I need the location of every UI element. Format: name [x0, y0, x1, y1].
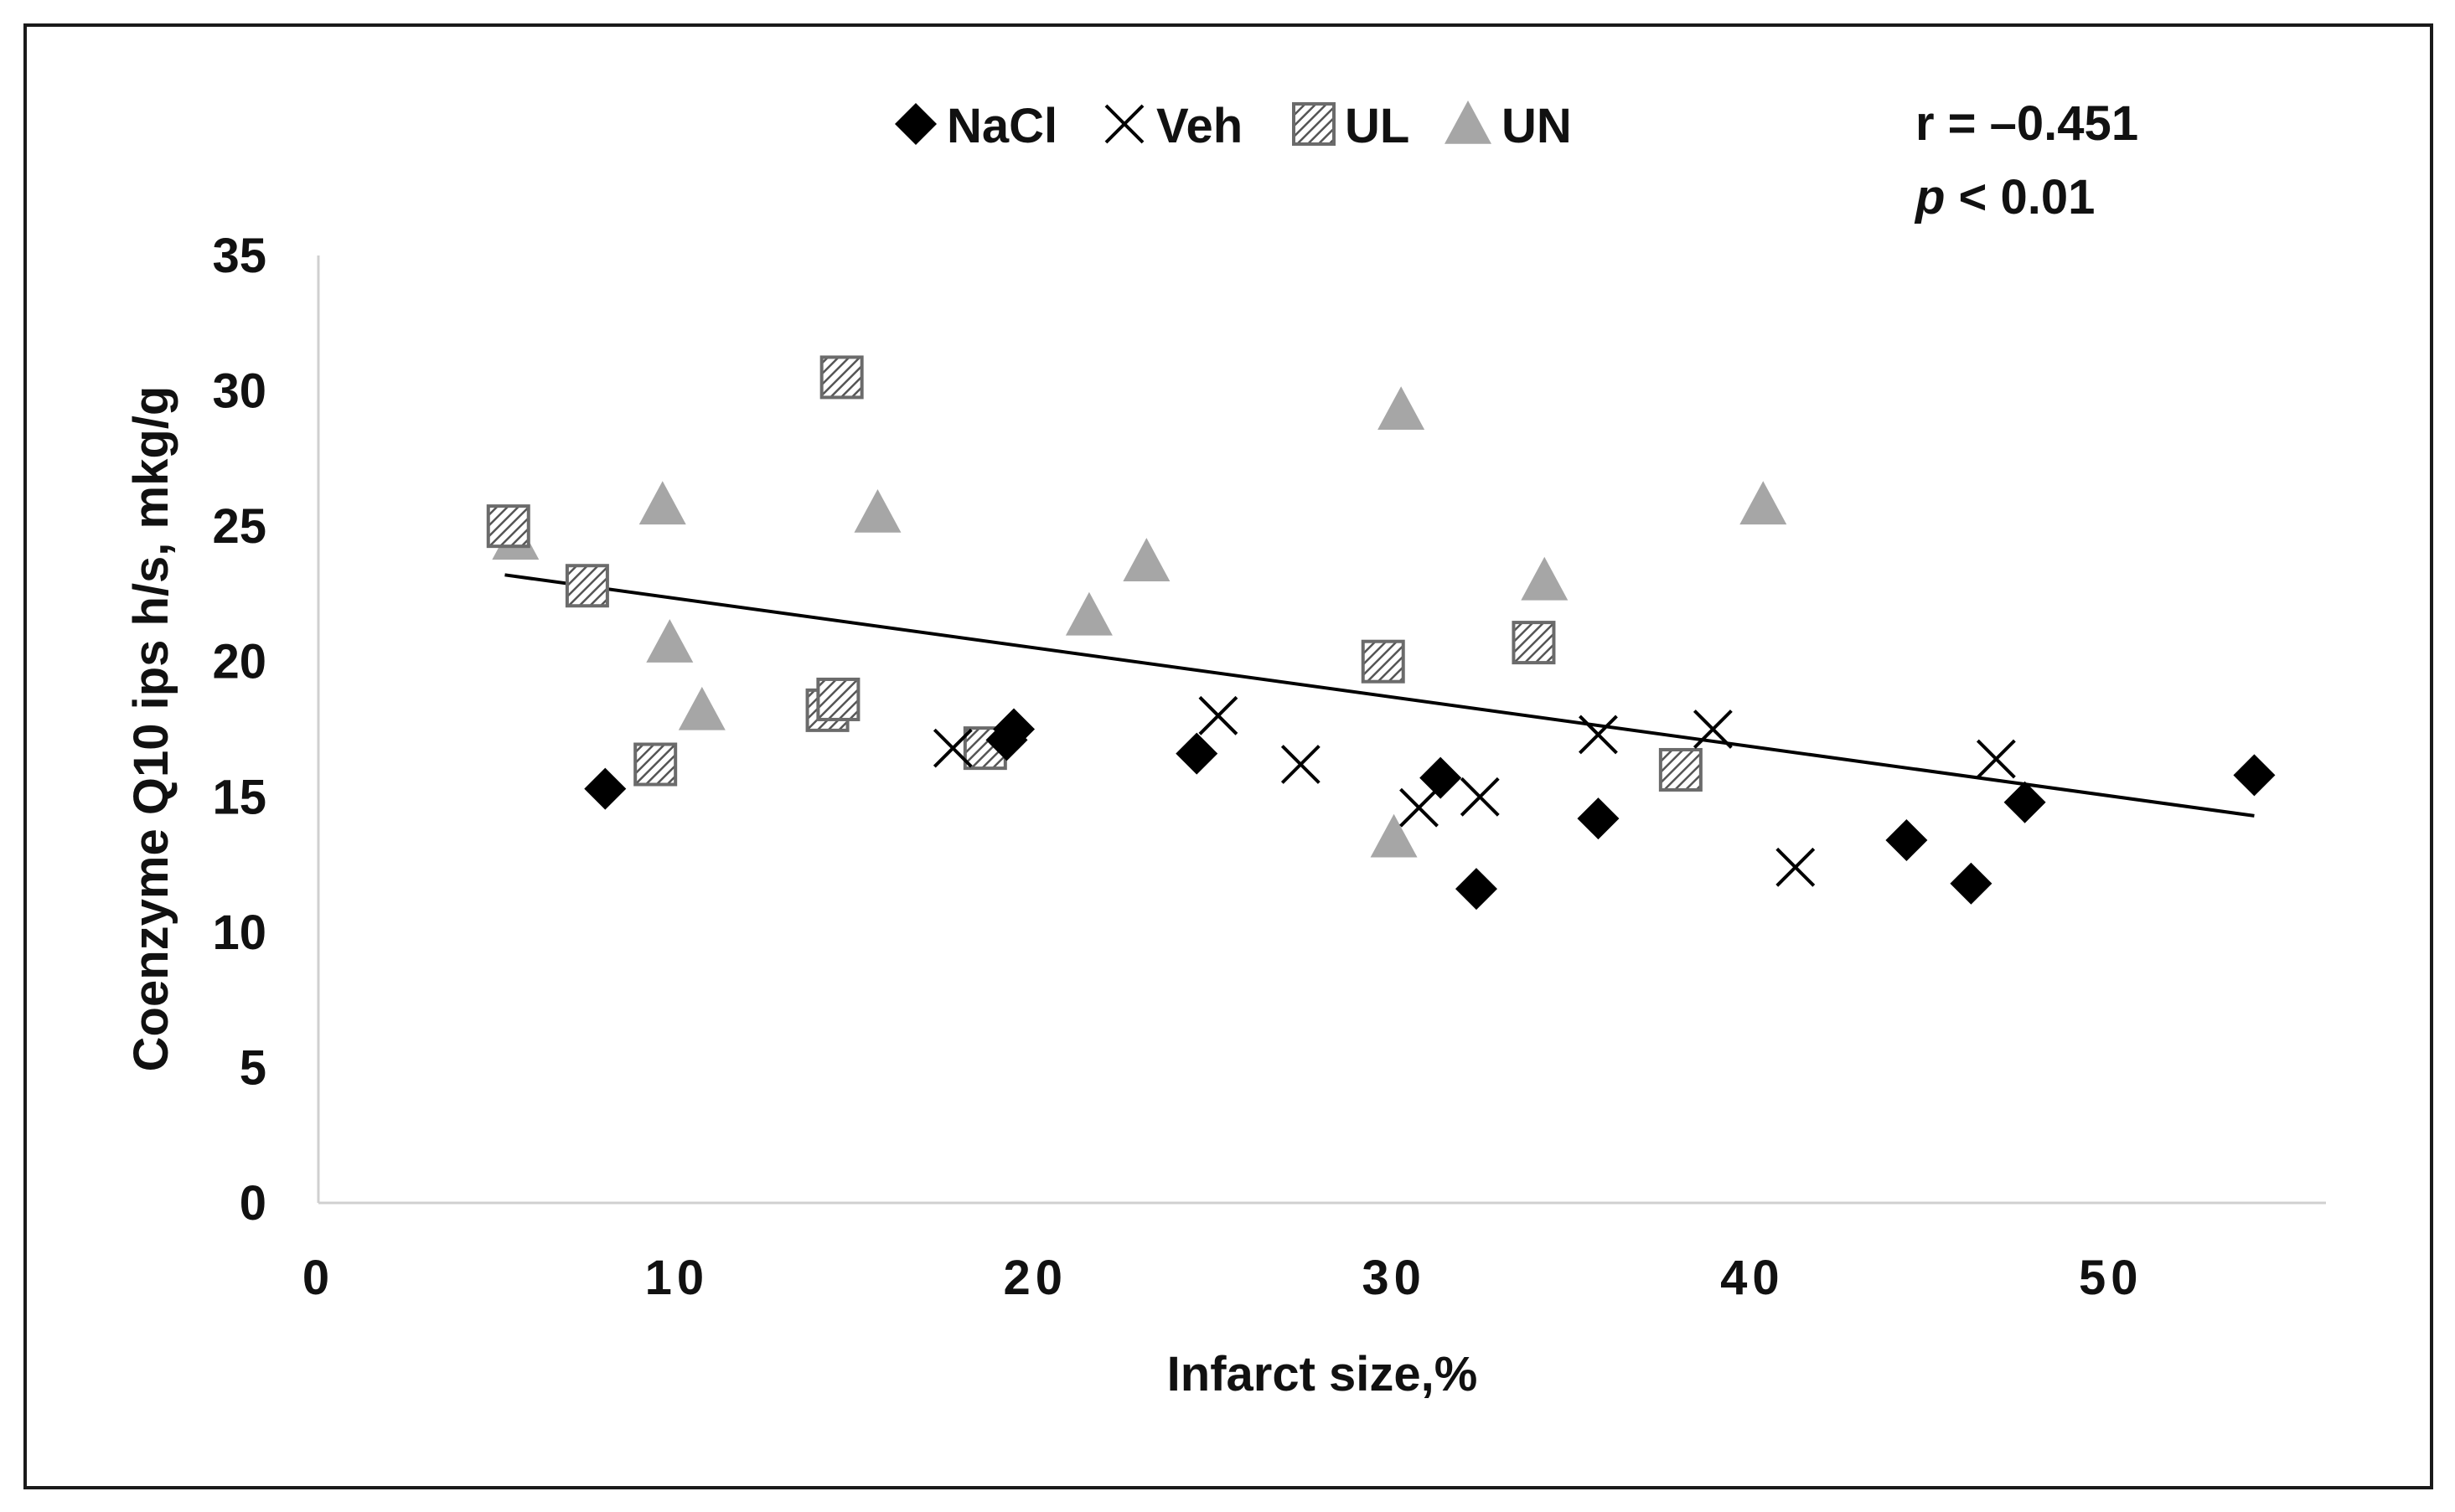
- point-veh: [1775, 847, 1816, 887]
- point-veh: [1579, 715, 1618, 755]
- y-tick-label: 0: [240, 1176, 266, 1231]
- point-nacl: [2233, 754, 2276, 797]
- y-tick-label: 5: [240, 1040, 266, 1095]
- point-un: [1521, 556, 1569, 601]
- x-tick-label: 20: [1003, 1251, 1067, 1305]
- point-un: [646, 619, 694, 663]
- point-un: [1065, 591, 1113, 636]
- point-nacl: [1176, 732, 1218, 775]
- y-axis-label: Coenzyme Q10 ips h/s, mkg/g: [124, 386, 178, 1072]
- point-nacl: [1885, 818, 1928, 861]
- point-ul: [816, 677, 861, 721]
- p-value-rest: < 0.01: [1945, 170, 2095, 224]
- point-ul: [633, 742, 678, 787]
- data-points: [486, 355, 2276, 911]
- point-veh: [1693, 710, 1733, 749]
- p-value-label: p < 0.01: [1914, 170, 2095, 224]
- point-ul: [486, 504, 530, 549]
- legend-label-un: UN: [1501, 99, 1572, 153]
- chart-frame: [23, 23, 2433, 1489]
- point-ul: [1512, 621, 1556, 665]
- point-nacl: [993, 708, 1036, 751]
- point-un: [1739, 481, 1787, 525]
- point-nacl: [1577, 797, 1620, 840]
- point-nacl: [1419, 756, 1462, 799]
- point-nacl: [1455, 868, 1497, 911]
- legend-marker-ul: [1292, 102, 1336, 146]
- point-un: [638, 481, 686, 525]
- point-nacl: [2003, 781, 2046, 823]
- point-nacl: [584, 767, 627, 810]
- x-tick-label: 40: [1720, 1251, 1785, 1305]
- point-un: [1123, 538, 1171, 581]
- p-symbol: p: [1914, 170, 1945, 224]
- legend-marker-nacl: [895, 103, 937, 145]
- legend-label-nacl: NaCl: [947, 99, 1057, 153]
- y-tick-label: 10: [212, 906, 266, 960]
- point-ul: [1658, 747, 1703, 792]
- point-veh: [1976, 739, 2016, 779]
- y-tick-label: 25: [212, 499, 266, 554]
- y-tick-label: 30: [212, 364, 266, 419]
- legend: NaCl Veh UL UN: [895, 99, 1572, 153]
- trend-line: [504, 573, 2255, 818]
- point-un: [1370, 813, 1418, 858]
- point-ul: [565, 564, 609, 608]
- point-un: [1377, 386, 1425, 430]
- x-tick-label: 50: [2079, 1251, 2143, 1305]
- point-un: [678, 686, 726, 730]
- point-veh: [1460, 777, 1500, 817]
- x-tick-labels: 0 10 20 30 40 50: [302, 1251, 2143, 1305]
- x-tick-label: 30: [1362, 1251, 1426, 1305]
- point-ul: [819, 355, 864, 400]
- legend-label-veh: Veh: [1156, 99, 1243, 153]
- legend-marker-un: [1445, 101, 1491, 144]
- x-axis-label: Infarct size,%: [1167, 1347, 1478, 1401]
- y-tick-label: 35: [212, 229, 266, 283]
- point-veh: [1399, 787, 1439, 828]
- point-nacl: [1950, 862, 1992, 905]
- point-un: [854, 488, 902, 533]
- point-ul: [1361, 639, 1405, 684]
- legend-marker-veh: [1104, 104, 1145, 144]
- point-veh: [1198, 695, 1238, 735]
- point-veh: [1280, 745, 1321, 784]
- y-tick-label: 20: [212, 635, 266, 689]
- legend-label-ul: UL: [1345, 99, 1409, 153]
- y-tick-label: 15: [212, 770, 266, 824]
- correlation-r-label: r = –0.451: [1915, 96, 2138, 151]
- x-tick-label: 10: [645, 1251, 710, 1305]
- x-tick-label: 0: [302, 1251, 334, 1305]
- point-veh: [933, 728, 973, 768]
- y-tick-labels: 0 5 10 15 20 25 30 35: [212, 229, 266, 1231]
